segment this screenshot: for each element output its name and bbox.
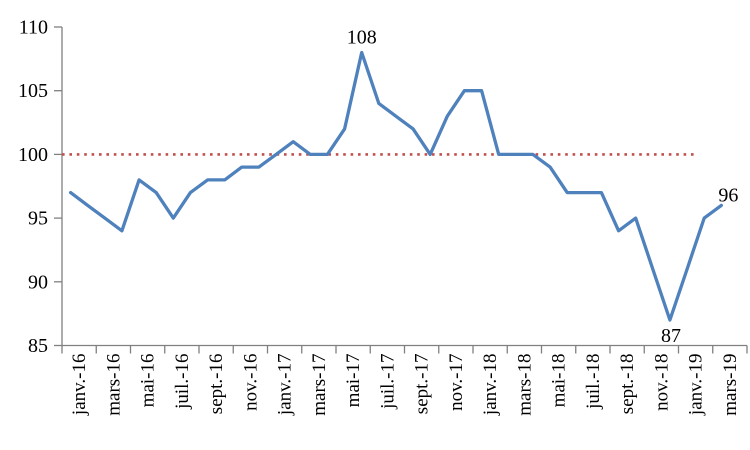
- y-axis-tick-label: 95: [28, 208, 48, 230]
- data-label-87: 87: [661, 325, 681, 347]
- y-axis-tick-label: 100: [18, 144, 48, 166]
- x-axis-tick-label: janv.-18: [480, 354, 501, 417]
- series-line: [68, 50, 723, 322]
- y-axis-tick-label: 85: [28, 335, 48, 357]
- x-axis-tick-label: nov.-17: [446, 354, 467, 411]
- y-axis-tick-label: 105: [18, 80, 48, 102]
- data-label-96: 96: [718, 184, 738, 206]
- x-axis-tick-label: mars-18: [514, 354, 535, 416]
- y-axis-tick-label: 90: [28, 271, 48, 293]
- x-axis-tick-label: mars-16: [103, 354, 124, 416]
- x-axis-tick-label: juil.-17: [377, 354, 398, 410]
- x-axis-tick-label: nov.-16: [240, 354, 261, 411]
- x-axis-tick-label: janv.-16: [69, 354, 90, 417]
- x-axis-tick-label: mai-16: [138, 354, 159, 408]
- x-axis-tick-label: janv.-19: [686, 354, 707, 417]
- x-axis-tick-label: nov.-18: [651, 354, 672, 411]
- x-axis-tick-label: mars-17: [309, 354, 330, 416]
- x-axis-tick-label: juil.-16: [172, 354, 193, 410]
- x-axis-tick-label: sept.-16: [206, 354, 227, 415]
- x-axis-tick-label: sept.-17: [412, 354, 433, 415]
- x-axis-tick-label: janv.-17: [275, 354, 296, 417]
- x-axis-tick-label: mai-17: [343, 354, 364, 408]
- data-label-108: 108: [347, 26, 377, 48]
- x-axis-tick-label: mai-18: [549, 354, 570, 408]
- y-axis-tick-label: 110: [19, 17, 48, 39]
- x-axis-tick-label: juil.-18: [583, 354, 604, 410]
- x-axis-tick-label: mars-19: [720, 354, 741, 416]
- x-axis-tick-label: sept.-18: [617, 354, 638, 415]
